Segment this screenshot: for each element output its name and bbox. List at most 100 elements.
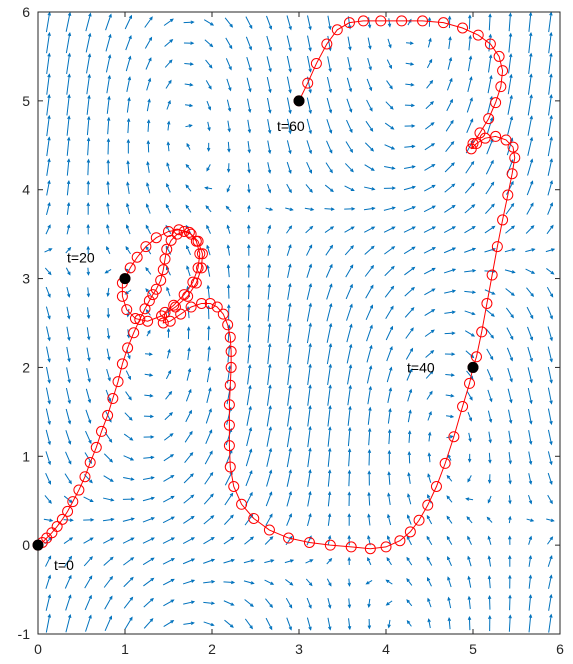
quiver-arrow xyxy=(307,469,312,487)
highlight-marker xyxy=(119,273,131,285)
trajectory-point xyxy=(161,243,173,255)
quiver-arrow xyxy=(547,179,553,196)
quiver-arrow xyxy=(246,77,252,93)
quiver-arrow xyxy=(507,388,513,404)
quiver-arrow xyxy=(85,614,92,632)
quiver-arrow xyxy=(464,226,476,234)
quiver-arrow xyxy=(367,58,372,71)
quiver-arrow xyxy=(266,426,272,447)
quiver-arrow xyxy=(487,410,493,424)
quiver-arrow xyxy=(265,491,273,507)
quiver-arrow xyxy=(344,163,354,173)
quiver-arrow xyxy=(386,59,392,70)
trajectory-point xyxy=(178,289,190,301)
quiver-arrow xyxy=(46,179,51,196)
quiver-arrow xyxy=(144,373,154,377)
quiver-arrow xyxy=(86,347,91,362)
quiver-arrow xyxy=(247,323,252,343)
quiver-arrow xyxy=(85,409,92,424)
quiver-arrow xyxy=(445,394,455,398)
quiver-arrow xyxy=(206,100,212,111)
quiver-arrow xyxy=(347,364,353,385)
quiver-arrow xyxy=(383,226,396,233)
trajectory-point xyxy=(224,461,236,473)
x-tick-label: 1 xyxy=(121,641,129,657)
trajectory-point xyxy=(196,262,208,274)
quiver-arrow xyxy=(367,385,373,405)
quiver-arrow xyxy=(145,267,152,275)
quiver-arrow xyxy=(526,180,534,196)
quiver-arrow xyxy=(526,306,534,320)
quiver-arrow xyxy=(247,303,251,321)
quiver-arrow xyxy=(327,15,332,31)
quiver-arrow xyxy=(444,289,457,294)
quiver-arrow xyxy=(44,495,52,504)
quiver-arrow xyxy=(267,263,272,278)
time-label: t=60 xyxy=(277,118,305,134)
quiver-arrow xyxy=(384,165,396,170)
quiver-arrow xyxy=(182,579,196,585)
quiver-arrow xyxy=(186,142,191,150)
trajectory-point xyxy=(156,310,168,322)
trajectory-point xyxy=(217,308,229,320)
quiver-arrow xyxy=(66,180,71,196)
quiver-arrow xyxy=(45,451,52,466)
quiver-arrow xyxy=(347,618,352,631)
quiver-arrow xyxy=(464,269,477,273)
quiver-arrow xyxy=(207,345,211,362)
quiver-arrow xyxy=(226,284,231,299)
quiver-arrow xyxy=(548,73,553,95)
quiver-arrow xyxy=(287,363,292,386)
quiver-arrow xyxy=(104,595,113,610)
quiver-arrow xyxy=(144,16,153,28)
highlight-marker xyxy=(467,361,479,373)
trajectory-point xyxy=(56,513,68,525)
trajectory-point xyxy=(283,532,295,544)
quiver-arrow xyxy=(386,513,392,526)
quiver-arrow xyxy=(385,101,394,110)
trajectory-point xyxy=(413,514,425,526)
quiver-arrow xyxy=(267,119,272,135)
quiver-arrow xyxy=(267,97,272,114)
quiver-arrow xyxy=(45,366,51,384)
quiver-arrow xyxy=(183,494,195,504)
quiver-arrow xyxy=(467,475,472,483)
quiver-arrow xyxy=(264,579,275,585)
trajectory-point xyxy=(150,283,162,295)
quiver-arrow xyxy=(548,31,553,54)
quiver-arrow xyxy=(66,326,71,342)
quiver-arrow xyxy=(247,263,251,278)
quiver-arrow xyxy=(305,184,313,193)
quiver-arrow xyxy=(105,13,112,31)
quiver-arrow xyxy=(384,246,396,255)
quiver-arrow xyxy=(485,203,495,214)
quiver-arrow xyxy=(508,535,512,545)
quiver-arrow xyxy=(307,425,312,448)
quiver-arrow xyxy=(346,343,353,364)
quiver-arrow xyxy=(487,495,492,504)
trajectory-point xyxy=(303,536,315,548)
trajectory-point xyxy=(67,496,79,508)
trajectory-point xyxy=(225,361,237,373)
quiver-arrow xyxy=(547,366,553,384)
trajectory-point xyxy=(236,498,248,510)
quiver-arrow xyxy=(186,367,192,381)
quiver-arrow xyxy=(66,115,71,136)
quiver-arrow xyxy=(166,327,171,338)
quiver-arrow xyxy=(385,579,393,585)
quiver-arrow xyxy=(547,387,553,405)
quiver-arrow xyxy=(423,226,437,233)
trajectory-point xyxy=(224,379,236,391)
quiver-arrow xyxy=(447,596,452,609)
quiver-arrow xyxy=(103,556,114,566)
quiver-arrow xyxy=(247,141,251,154)
quiver-arrow xyxy=(226,244,231,256)
quiver-arrow xyxy=(508,555,512,567)
quiver-arrow xyxy=(106,74,112,94)
quiver-arrow xyxy=(86,307,91,320)
trajectory-point xyxy=(476,326,488,338)
quiver-arrow xyxy=(306,162,313,174)
quiver-arrow xyxy=(423,267,436,275)
quiver-arrow xyxy=(344,226,355,233)
quiver-arrow xyxy=(64,574,72,589)
